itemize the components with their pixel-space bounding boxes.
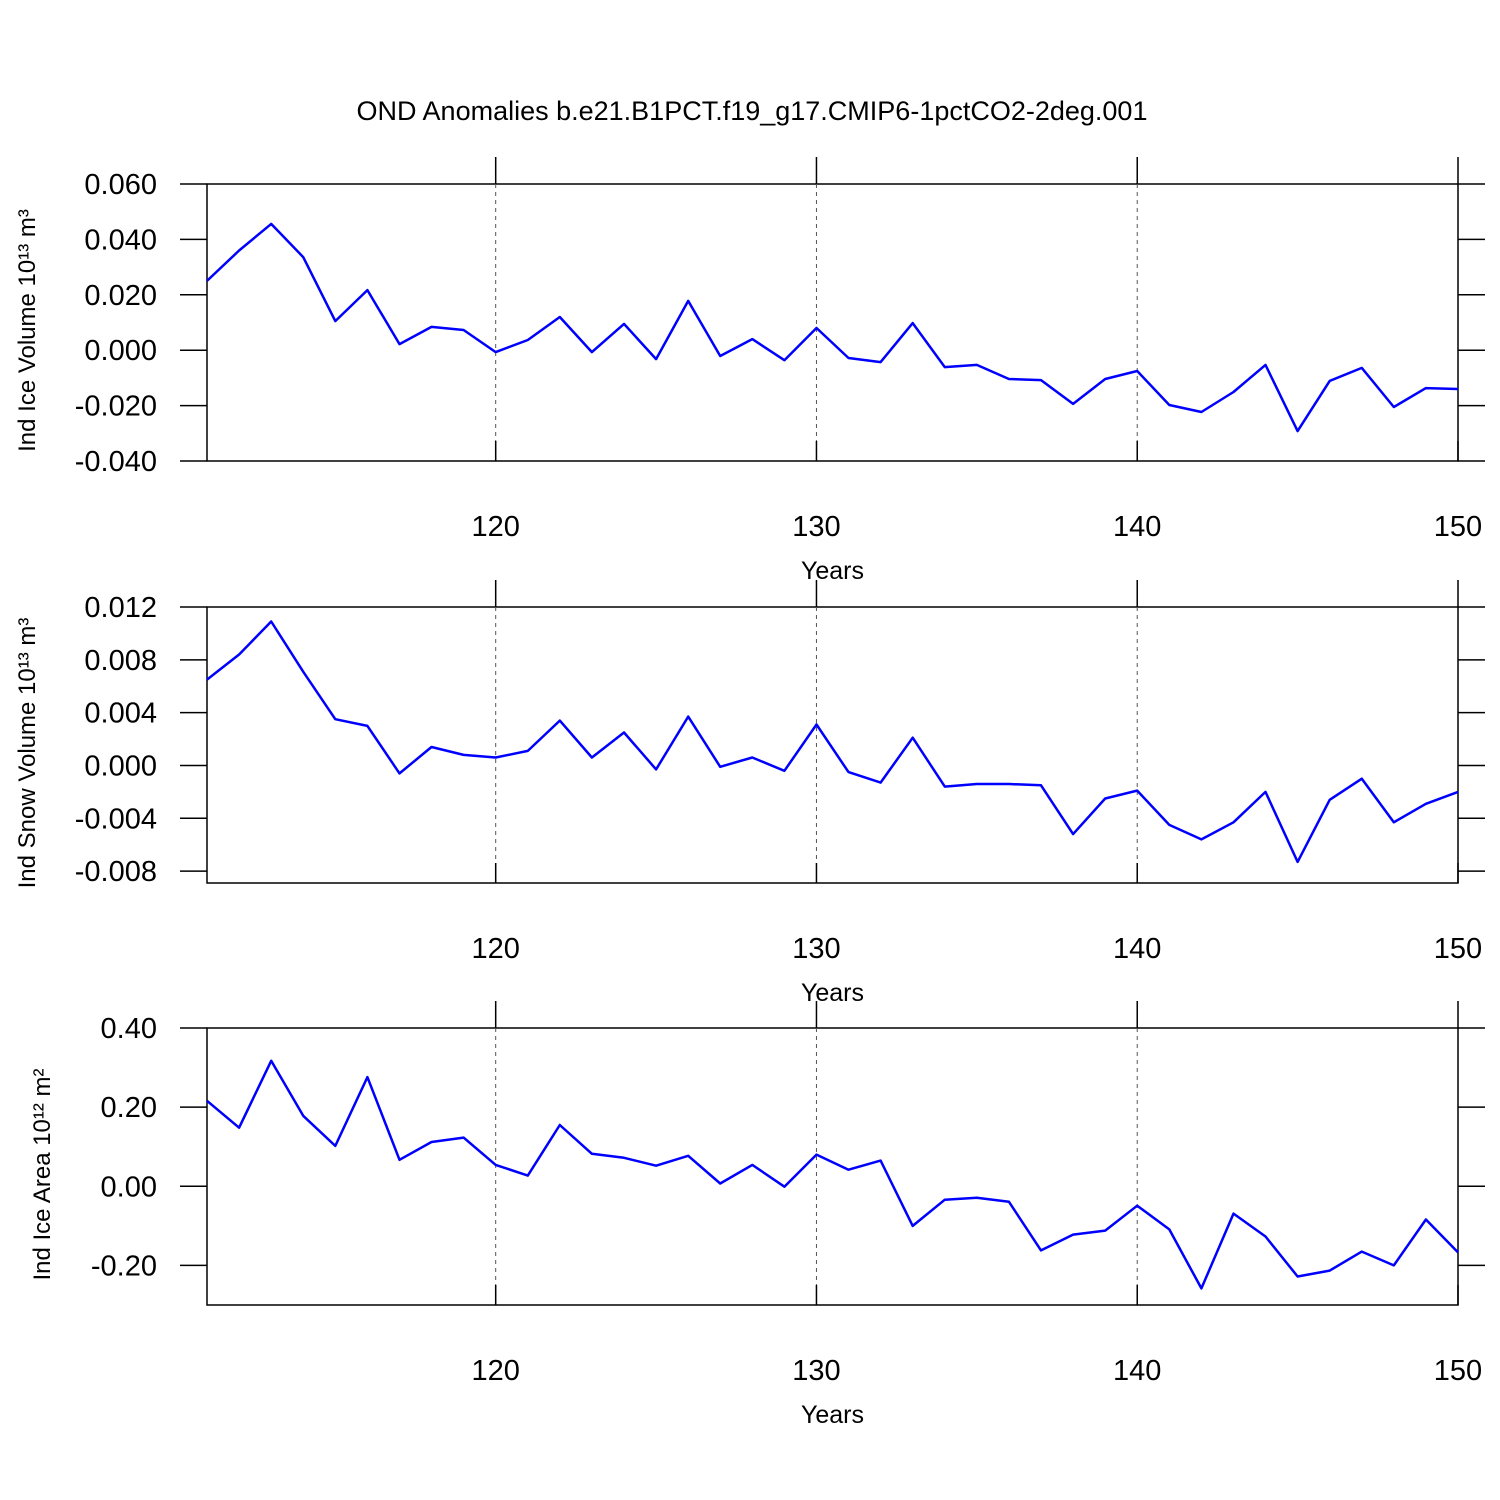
- y-tick-label: -0.20: [91, 1250, 157, 1282]
- x-tick-label: 150: [1434, 1355, 1482, 1387]
- y-axis-label: Ind Ice Volume 10¹³ m³: [14, 209, 41, 452]
- y-tick-label: 0.40: [101, 1013, 157, 1045]
- y-tick-label: 0.008: [84, 645, 157, 677]
- y-tick-label: 0.20: [101, 1092, 157, 1124]
- y-tick-label: 0.012: [84, 592, 157, 624]
- x-tick-label: 140: [1113, 933, 1161, 965]
- x-tick-label: 150: [1434, 933, 1482, 965]
- y-tick-label: 0.040: [84, 224, 157, 256]
- y-tick-label: 0.004: [84, 698, 157, 730]
- x-tick-label: 140: [1113, 511, 1161, 543]
- y-tick-label: -0.008: [75, 856, 157, 888]
- plot-frame: [206, 606, 1459, 884]
- plot-frame: [206, 183, 1459, 462]
- y-axis-label: Ind Snow Volume 10¹³ m³: [14, 618, 41, 889]
- y-tick-label: 0.000: [84, 750, 157, 782]
- y-tick-label: -0.004: [75, 803, 157, 835]
- plot-frame: [206, 1027, 1459, 1306]
- y-tick-label: 0.00: [101, 1171, 157, 1203]
- x-tick-label: 140: [1113, 1355, 1161, 1387]
- y-tick-label: 0.060: [84, 169, 157, 201]
- x-tick-label: 120: [471, 1355, 519, 1387]
- figure-title: OND Anomalies b.e21.B1PCT.f19_g17.CMIP6-…: [357, 96, 1148, 126]
- data-line: [206, 222, 1459, 433]
- x-tick-label: 130: [792, 1355, 840, 1387]
- x-tick-label: 130: [792, 933, 840, 965]
- y-tick-label: 0.020: [84, 280, 157, 312]
- y-tick-label: 0.000: [84, 335, 157, 367]
- x-axis-label: Years: [801, 557, 864, 585]
- x-axis-label: Years: [801, 979, 864, 1007]
- data-line: [206, 620, 1459, 864]
- y-axis-label: Ind Ice Area 10¹² m²: [29, 1068, 56, 1280]
- data-line: [206, 1059, 1459, 1290]
- x-axis-label: Years: [801, 1401, 864, 1429]
- y-tick-label: -0.040: [75, 446, 157, 478]
- x-tick-label: 130: [792, 511, 840, 543]
- x-tick-label: 120: [471, 933, 519, 965]
- y-tick-label: -0.020: [75, 391, 157, 423]
- x-tick-label: 150: [1434, 511, 1482, 543]
- x-tick-label: 120: [471, 511, 519, 543]
